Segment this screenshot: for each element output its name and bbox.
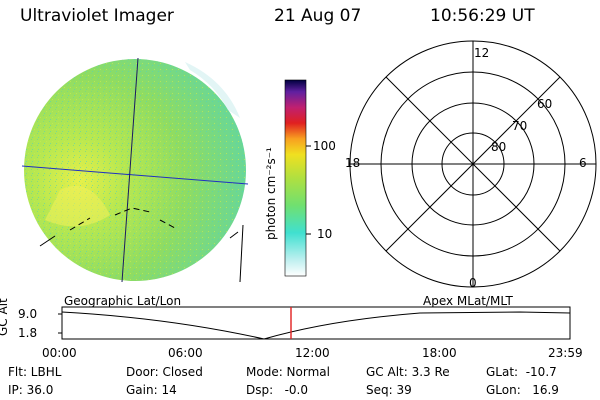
colorbar-tick-10: 10 — [317, 227, 333, 241]
filter-info: Flt: LBHL — [8, 365, 62, 379]
orbit-xtick-0600: 06:00 — [168, 346, 203, 360]
mlt-0-label: 0 — [469, 276, 477, 290]
orbit-left-title: Geographic Lat/Lon — [64, 294, 182, 308]
orbit-xtick-2359: 23:59 — [548, 346, 583, 360]
mlt-6-label: 6 — [579, 156, 587, 170]
glat-info: GLat: -10.7 — [486, 365, 557, 379]
seq-info: Seq: 39 — [366, 383, 412, 397]
lat-80-label: 80 — [491, 140, 507, 154]
lat-60-label: 60 — [537, 97, 553, 111]
orbit-plot — [58, 306, 571, 340]
instrument-title: Ultraviolet Imager — [20, 6, 174, 26]
mode-info: Mode: Normal — [246, 365, 330, 379]
uv-image-disk — [24, 59, 246, 281]
polar-plot — [349, 40, 597, 288]
gc-alt-info: GC Alt: 3.3 Re — [366, 365, 450, 379]
mlt-18-label: 18 — [345, 156, 361, 170]
ip-info: IP: 36.0 — [8, 383, 54, 397]
colorbar-tick-100: 100 — [313, 139, 336, 153]
orbit-xtick-1800: 18:00 — [422, 346, 457, 360]
geo-grid-lines — [21, 57, 249, 283]
date-label: 21 Aug 07 — [274, 6, 362, 26]
orbit-right-title: Apex MLat/MLT — [423, 294, 513, 308]
glon-info: GLon: 16.9 — [486, 383, 559, 397]
orbit-xtick-1200: 12:00 — [295, 346, 330, 360]
dsp-info: Dsp: -0.0 — [246, 383, 309, 397]
lat-70-label: 70 — [512, 119, 528, 133]
orbit-xtick-0000: 00:00 — [42, 346, 77, 360]
gain-info: Gain: 14 — [126, 383, 177, 397]
time-label: 10:56:29 UT — [430, 6, 535, 26]
orbit-ytick-1-8: 1.8 — [18, 326, 38, 340]
colorbar — [284, 79, 311, 277]
orbit-ylabel: GC Alt — [0, 298, 10, 336]
mlt-12-label: 12 — [474, 46, 490, 60]
door-info: Door: Closed — [126, 365, 203, 379]
orbit-ytick-9: 9.0 — [18, 307, 38, 321]
colorbar-unit-label: photon cm⁻²s⁻¹ — [264, 147, 278, 240]
